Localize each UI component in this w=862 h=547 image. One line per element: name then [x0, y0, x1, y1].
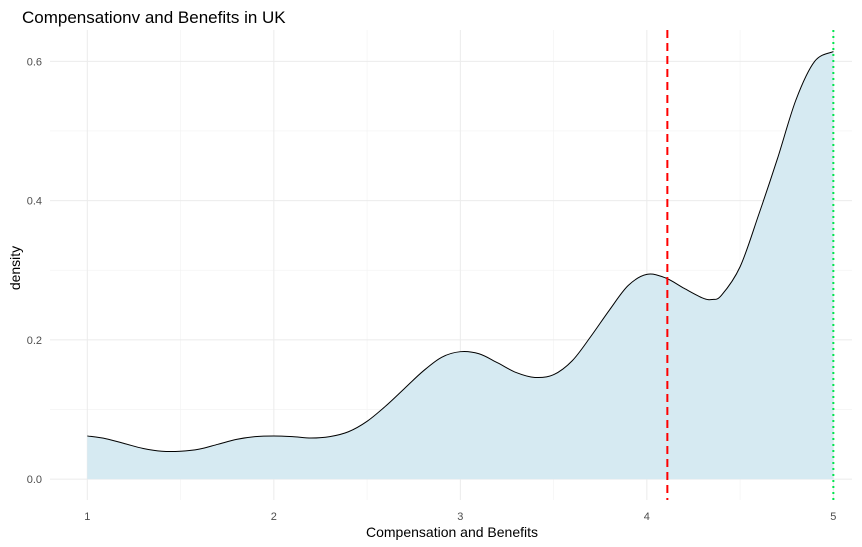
- y-tick-label: 0.4: [27, 196, 42, 208]
- x-tick-label: 3: [457, 511, 463, 523]
- plot-area: [87, 51, 834, 480]
- y-tick-label: 0.2: [27, 335, 42, 347]
- x-axis-title: Compensation and Benefits: [366, 524, 538, 540]
- density-line: [87, 51, 834, 453]
- x-tick-label: 1: [84, 511, 90, 523]
- chart-title: Compensationv and Benefits in UK: [22, 8, 286, 27]
- y-tick-label: 0.0: [27, 474, 42, 486]
- reference-lines: [666, 30, 835, 500]
- x-axis-ticks: 1 2 3 4 5: [84, 511, 836, 523]
- x-tick-label: 5: [830, 511, 836, 523]
- density-area: [87, 51, 834, 480]
- y-axis-title: density: [7, 246, 23, 290]
- y-axis-ticks: 0.0 0.2 0.4 0.6: [27, 56, 42, 486]
- x-tick-label: 4: [644, 511, 650, 523]
- x-tick-label: 2: [271, 511, 277, 523]
- y-tick-label: 0.6: [27, 56, 42, 68]
